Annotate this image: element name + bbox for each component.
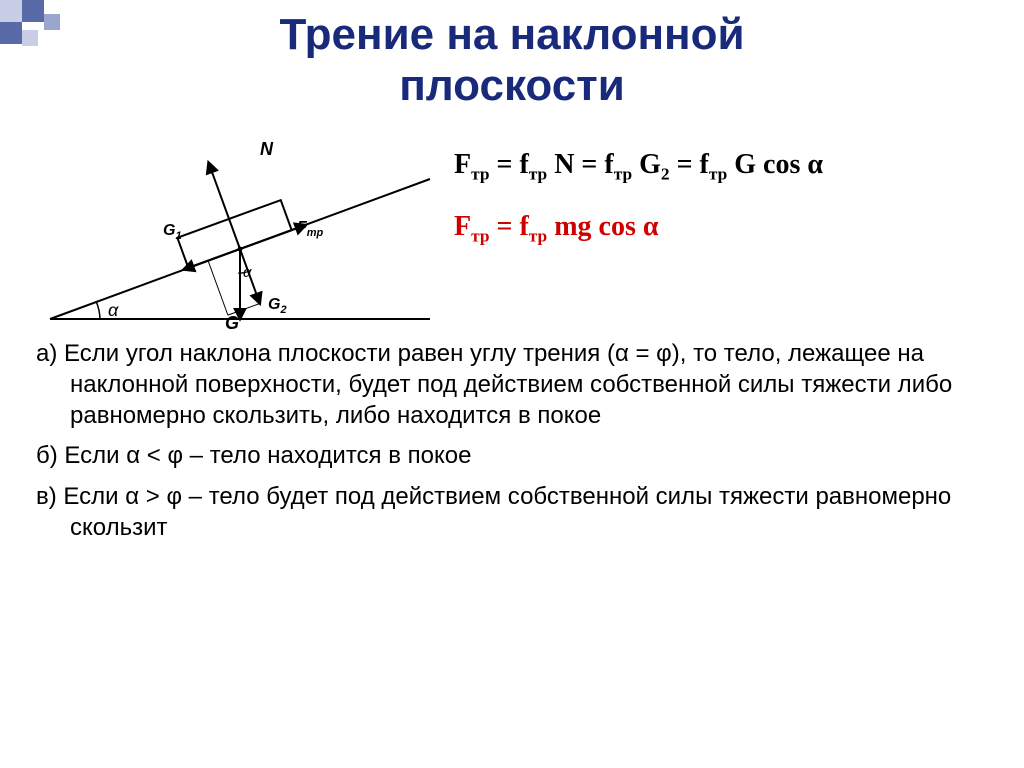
formula-1: Fтр = fтр N = fтр G2 = fтр G cos α — [454, 149, 1004, 185]
title-line-2: плоскости — [399, 61, 625, 110]
slide-title: Трение на наклонной плоскости — [0, 0, 1024, 111]
label-G2: G2 — [268, 296, 287, 316]
paragraph-c: в) Если α > φ – тело будет под действием… — [36, 482, 988, 543]
title-line-1: Трение на наклонной — [279, 10, 744, 59]
corner-decoration — [0, 0, 90, 60]
label-G1: G1 — [163, 222, 182, 242]
formulas-block: Fтр = fтр N = fтр G2 = fтр G cos α Fтр =… — [450, 119, 1004, 272]
paragraph-a: а) Если угол наклона плоскости равен угл… — [36, 339, 988, 431]
label-Ftr: Fтр — [297, 219, 324, 239]
inclined-plane-diagram: α N G1 — [30, 119, 450, 339]
formula-2: Fтр = fтр mg cos α — [454, 211, 1004, 247]
paragraph-b: б) Если α < φ – тело находится в покое — [36, 441, 988, 472]
label-G: G — [225, 313, 239, 333]
label-alpha-inner: α — [243, 264, 252, 281]
body-text: а) Если угол наклона плоскости равен угл… — [0, 339, 1024, 543]
label-N: N — [260, 139, 274, 159]
label-alpha-outer: α — [108, 300, 119, 320]
